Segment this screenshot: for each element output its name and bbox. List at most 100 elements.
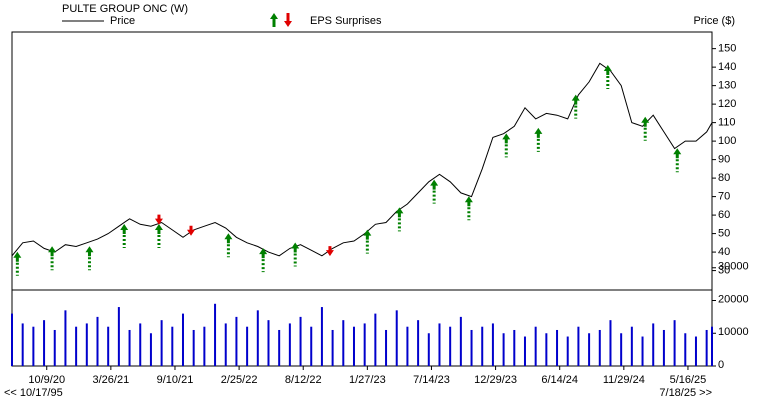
eps-arrow [603, 64, 612, 89]
legend-eps-icon [270, 13, 292, 27]
y2-tick-label: 20000 [718, 293, 749, 305]
x-tick-label: 11/29/24 [603, 374, 645, 386]
eps-arrow [325, 246, 334, 257]
y-tick-label: 100 [718, 135, 736, 147]
volume-bar [85, 323, 88, 366]
volume-bar [96, 316, 99, 366]
volume-bar [224, 323, 227, 366]
x-tick-label: 9/10/21 [157, 374, 194, 386]
volume-bar [641, 336, 644, 366]
volume-bar [523, 336, 526, 366]
volume-bar [491, 323, 494, 366]
volume-bar [21, 323, 24, 366]
volume-bar [481, 326, 484, 366]
x-tick-label: 5/16/25 [670, 374, 707, 386]
volume-bar [235, 316, 238, 366]
volume-bar [385, 329, 388, 366]
volume-bar [459, 316, 462, 366]
eps-arrow [363, 229, 372, 254]
volume-bar [449, 326, 452, 366]
eps-arrow [641, 116, 650, 141]
eps-arrow [187, 225, 196, 236]
y-tick-label: 110 [718, 117, 736, 129]
x-tick-label: 8/12/22 [285, 374, 322, 386]
volume-bar [117, 307, 120, 366]
volume-bar [128, 329, 131, 366]
volume-bar [673, 320, 676, 366]
volume-bar [278, 329, 281, 366]
volume-bar [214, 303, 217, 366]
x-tick-label: 10/9/20 [28, 374, 65, 386]
volume-bar [342, 320, 345, 366]
y-tick-label: 50 [718, 227, 730, 239]
volume-bar [75, 326, 78, 366]
y-tick-label: 60 [718, 209, 730, 221]
y2-tick-label: 30000 [718, 261, 749, 273]
volume-bar [470, 329, 473, 366]
y2-tick-label: 10000 [718, 326, 749, 338]
x-tick-label: 1/27/23 [349, 374, 386, 386]
y-tick-label: 40 [718, 246, 730, 258]
eps-arrow [48, 246, 57, 271]
volume-bar [171, 326, 174, 366]
eps-arrow [430, 179, 439, 204]
volume-bar [598, 329, 601, 366]
volume-bar [545, 333, 548, 366]
x-tick-label: 3/26/21 [93, 374, 130, 386]
volume-bar [566, 336, 569, 366]
y-tick-label: 90 [718, 154, 730, 166]
volume-bar [684, 333, 687, 366]
eps-arrow [464, 196, 473, 221]
volume-bar [711, 326, 713, 366]
volume-bar [417, 320, 420, 366]
volume-bar [192, 329, 195, 366]
eps-arrow [154, 224, 163, 249]
eps-arrow [395, 207, 404, 232]
eps-arrow [259, 248, 268, 273]
volume-bar [652, 323, 655, 366]
volume-bar [288, 323, 291, 366]
volume-bar [588, 333, 591, 366]
legend-price: Price [110, 15, 135, 27]
eps-arrow [502, 133, 511, 158]
y-tick-label: 130 [718, 80, 736, 92]
volume-bar [246, 326, 249, 366]
price-line [11, 62, 713, 257]
volume-bar [438, 323, 441, 366]
x-tick-label: 12/29/23 [474, 374, 517, 386]
volume-bar [256, 310, 259, 366]
y-tick-label: 30 [718, 264, 730, 276]
volume-bar [320, 307, 323, 366]
volume-bar [620, 333, 623, 366]
volume-bar [64, 310, 67, 366]
volume-bar [705, 329, 708, 366]
volume-bar [577, 326, 580, 366]
volume-bar [43, 320, 46, 366]
volume-bar [427, 333, 430, 366]
volume-bar [662, 329, 665, 366]
legend-eps: EPS Surprises [310, 15, 382, 27]
eps-arrow [571, 94, 580, 119]
y-tick-label: 70 [718, 191, 730, 203]
volume-bar [395, 310, 398, 366]
volume-bar [32, 326, 35, 366]
x-tick-label: 2/25/22 [221, 374, 258, 386]
volume-bar [203, 326, 206, 366]
volume-bar [299, 316, 302, 366]
volume-bar [352, 326, 355, 366]
volume-bar [534, 326, 537, 366]
volume-bar [310, 326, 313, 366]
volume-bar [139, 323, 142, 366]
volume-bar [630, 326, 633, 366]
start-label: << 10/17/95 [4, 387, 63, 399]
volume-bar [160, 320, 163, 366]
volume-bar [556, 329, 559, 366]
x-tick-label: 7/14/23 [413, 374, 450, 386]
volume-bar [609, 320, 612, 366]
volume-bar [181, 313, 184, 366]
volume-bar [513, 329, 516, 366]
chart-title: PULTE GROUP ONC (W) [62, 3, 188, 15]
volume-bar [406, 326, 409, 366]
y2-tick-label: 0 [718, 359, 724, 371]
